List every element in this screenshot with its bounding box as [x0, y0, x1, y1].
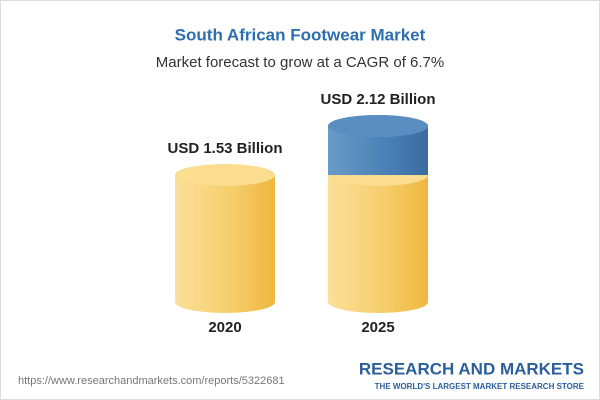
cylinder-body — [175, 175, 275, 302]
value-label: USD 2.12 Billion — [320, 91, 435, 108]
source-url: https://www.researchandmarkets.com/repor… — [18, 375, 285, 387]
chart-title: South African Footwear Market — [175, 25, 426, 44]
cylinder-top — [175, 164, 275, 187]
x-tick-label: 2025 — [361, 319, 394, 336]
value-label: USD 1.53 Billion — [167, 140, 282, 157]
cylinder-body — [328, 175, 428, 302]
brand: RESEARCH AND MARKETS — [359, 359, 584, 378]
chart-subtitle: Market forecast to grow at a CAGR of 6.7… — [156, 54, 444, 71]
cylinder — [175, 164, 275, 313]
cylinder-top — [328, 115, 428, 138]
tagline: THE WORLD'S LARGEST MARKET RESEARCH STOR… — [375, 382, 585, 391]
x-tick-label: 2020 — [208, 319, 241, 336]
cylinder — [328, 115, 428, 313]
